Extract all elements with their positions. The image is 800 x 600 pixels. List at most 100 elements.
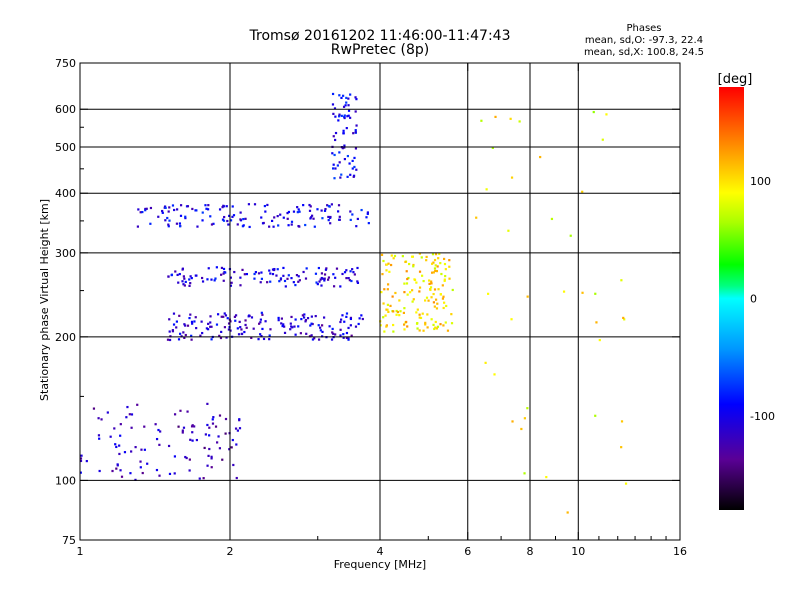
data-point [229, 276, 232, 279]
data-point [318, 280, 321, 283]
data-point [304, 320, 307, 323]
data-point [406, 277, 409, 281]
data-point [353, 165, 356, 169]
data-point [247, 203, 251, 206]
data-point [191, 207, 194, 211]
data-point [196, 225, 199, 228]
data-point [182, 331, 185, 334]
data-point [389, 304, 392, 307]
data-point [257, 338, 260, 341]
data-point [276, 215, 279, 218]
data-point [297, 280, 300, 283]
data-point [268, 338, 271, 341]
data-point [354, 147, 358, 150]
data-point [175, 222, 179, 225]
data-point [448, 265, 451, 268]
data-point [598, 338, 601, 342]
data-point [406, 293, 409, 296]
data-point [226, 219, 229, 223]
data-point [333, 177, 336, 180]
data-point [212, 222, 215, 225]
data-point [425, 296, 429, 299]
data-point [191, 431, 194, 434]
data-point [320, 324, 324, 327]
data-point [424, 299, 427, 302]
data-point [134, 478, 137, 481]
data-point [349, 317, 352, 321]
data-point [345, 101, 348, 104]
data-point [353, 156, 356, 160]
data-point [431, 271, 434, 274]
data-point [345, 96, 348, 100]
data-point [166, 338, 170, 341]
data-point [403, 282, 406, 285]
data-point [261, 222, 265, 225]
data-point [184, 455, 187, 459]
data-point [213, 279, 216, 282]
data-point [412, 298, 415, 301]
data-point [302, 316, 306, 319]
data-point [259, 281, 262, 284]
data-point [620, 420, 624, 423]
data-point [172, 312, 176, 315]
data-point [339, 176, 342, 179]
data-point [444, 274, 447, 278]
y-tick-label: 600 [55, 103, 76, 116]
data-point [168, 330, 171, 333]
data-point [351, 159, 354, 162]
data-point [268, 225, 271, 228]
data-point [314, 272, 318, 275]
data-point [245, 326, 248, 329]
data-point [229, 284, 233, 287]
data-point [118, 444, 121, 447]
data-point [268, 334, 271, 337]
data-point [403, 328, 406, 331]
data-point [97, 417, 100, 420]
data-point [433, 258, 437, 262]
data-point [179, 204, 183, 207]
data-point [184, 333, 187, 337]
data-point [304, 223, 307, 227]
data-point [118, 452, 121, 456]
data-point [337, 119, 340, 122]
data-point [98, 469, 101, 473]
data-point [581, 291, 584, 294]
data-point [321, 330, 324, 334]
data-point [347, 104, 350, 107]
data-point [210, 278, 213, 281]
data-point [290, 315, 293, 319]
data-point [325, 267, 328, 270]
data-point [349, 116, 352, 119]
data-point [250, 336, 253, 340]
data-point [350, 334, 353, 337]
data-point [343, 116, 346, 120]
data-point [231, 205, 234, 208]
data-point [296, 211, 299, 214]
data-point [349, 270, 352, 273]
data-point [445, 304, 448, 308]
data-point [201, 280, 205, 283]
data-point [193, 320, 196, 323]
data-point [313, 225, 316, 228]
data-point [230, 281, 233, 284]
data-point [320, 209, 323, 212]
data-point [172, 323, 176, 326]
data-point [173, 472, 176, 475]
data-point [221, 206, 224, 209]
data-point [323, 279, 326, 282]
data-point [429, 287, 432, 291]
data-point [594, 414, 597, 417]
data-point [351, 268, 354, 271]
data-point [333, 107, 337, 110]
data-point [237, 333, 241, 336]
data-point [340, 96, 343, 100]
data-point [286, 211, 289, 215]
data-point [319, 329, 322, 332]
data-point [323, 273, 327, 276]
data-point [428, 279, 431, 282]
y-tick-label: 500 [55, 141, 76, 154]
data-point [346, 175, 349, 178]
data-point [109, 435, 112, 438]
data-point [355, 225, 358, 228]
data-point [434, 320, 437, 324]
